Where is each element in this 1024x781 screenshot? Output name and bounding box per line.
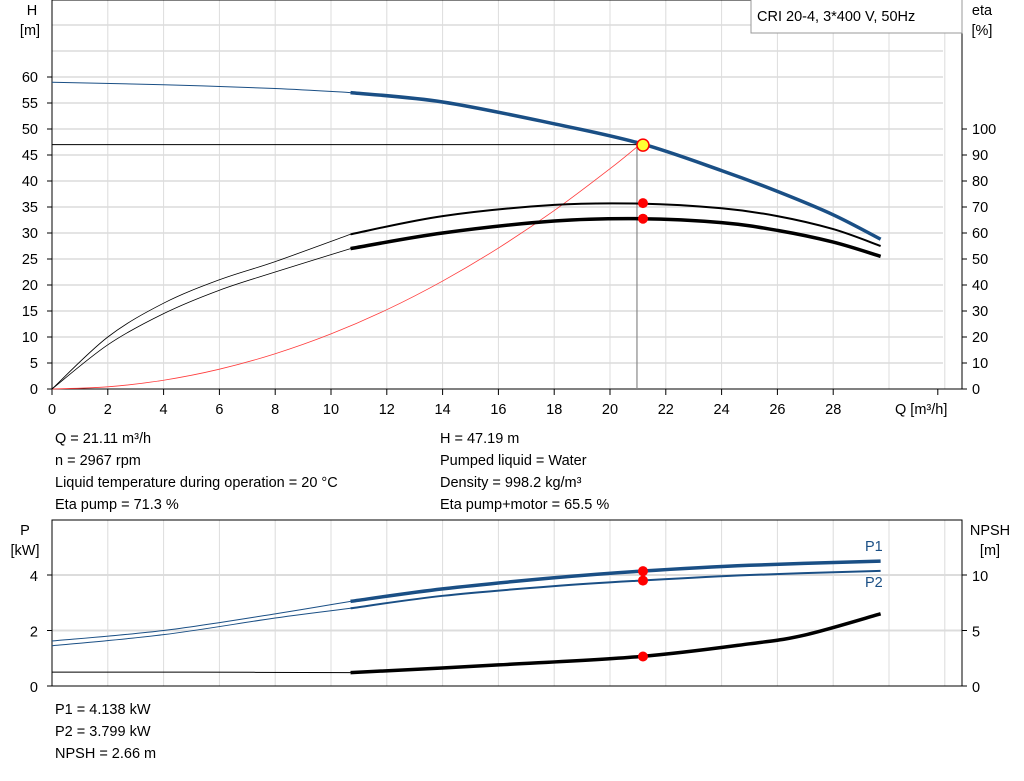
eta-total-curve-thin — [51, 248, 351, 390]
npsh-point — [637, 651, 648, 662]
x-tick-label: 10 — [323, 402, 339, 418]
head-curve-thin — [51, 81, 351, 94]
p1-point — [637, 566, 648, 577]
y-tick-label-left: 40 — [22, 174, 38, 190]
y-tick-label-left: 20 — [22, 278, 38, 294]
info-head: H = 47.19 m — [440, 431, 520, 447]
p1-series-label: P1 — [865, 539, 883, 555]
eta-total-point — [637, 213, 648, 224]
y-tick-label-right: 100 — [972, 122, 996, 138]
p2-point — [637, 575, 648, 586]
y-tick-label-left: 30 — [22, 226, 38, 242]
y-tick-label-right: 10 — [972, 356, 988, 372]
y-tick-label-right: 30 — [972, 304, 988, 320]
x-tick-label: 8 — [271, 402, 279, 418]
x-tick-label: 18 — [546, 402, 562, 418]
operating-point-marker — [636, 138, 650, 152]
y-axis-unit-left: [m] — [20, 23, 40, 39]
p2-curve — [350, 569, 881, 610]
y-tick-label-left: 2 — [30, 625, 38, 641]
y-tick-label-right: 40 — [972, 278, 988, 294]
p2-curve-thin — [51, 607, 351, 647]
info-eta-total: Eta pump+motor = 65.5 % — [440, 497, 610, 513]
plot-frame-bottom — [51, 519, 963, 687]
info-p1: P1 = 4.138 kW — [55, 702, 151, 718]
x-tick-label: 28 — [825, 402, 841, 418]
x-axis-label: Q [m³/h] — [895, 402, 947, 418]
info-liquid-temp: Liquid temperature during operation = 20… — [55, 475, 338, 491]
head-curve — [350, 90, 882, 241]
info-speed: n = 2967 rpm — [55, 453, 141, 469]
info-top-right: H = 47.19 m Pumped liquid = Water Densit… — [440, 428, 609, 516]
y-axis-unit-right: [m] — [980, 543, 1000, 559]
y-axis-unit-left: [kW] — [11, 543, 40, 559]
y-tick-label-left: 10 — [22, 330, 38, 346]
info-eta-pump: Eta pump = 71.3 % — [55, 497, 179, 513]
info-bottom: P1 = 4.138 kW P2 = 3.799 kW NPSH = 2.66 … — [55, 699, 156, 765]
y-axis-label-right: NPSH — [970, 523, 1010, 539]
y-tick-label-left: 50 — [22, 122, 38, 138]
info-density: Density = 998.2 kg/m³ — [440, 475, 582, 491]
y-tick-label-left: 60 — [22, 70, 38, 86]
x-tick-label: 2 — [104, 402, 112, 418]
p1-curve-thin — [51, 600, 351, 642]
npsh-curve-thin — [51, 671, 351, 674]
y-axis-unit-right: [%] — [972, 23, 993, 39]
y-axis-label-left: P — [20, 523, 30, 539]
x-tick-label: 0 — [48, 402, 56, 418]
plot-frame-top — [51, 0, 963, 390]
y-tick-label-right: 20 — [972, 330, 988, 346]
y-tick-label-right: 10 — [972, 569, 988, 585]
y-tick-label-left: 15 — [22, 304, 38, 320]
y-tick-label-left: 0 — [30, 382, 38, 398]
y-tick-label-right: 5 — [972, 625, 980, 641]
x-tick-label: 4 — [160, 402, 168, 418]
y-axis-label-right: eta — [972, 3, 993, 19]
y-tick-label-left: 45 — [22, 148, 38, 164]
x-tick-label: 12 — [379, 402, 395, 418]
y-tick-label-left: 35 — [22, 200, 38, 216]
y-tick-label-right: 90 — [972, 148, 988, 164]
x-tick-label: 14 — [435, 402, 451, 418]
x-tick-label: 26 — [769, 402, 785, 418]
y-tick-label-right: 80 — [972, 174, 988, 190]
y-tick-label-left: 25 — [22, 252, 38, 268]
y-tick-label-right: 70 — [972, 200, 988, 216]
y-tick-label-right: 60 — [972, 226, 988, 242]
y-tick-label-left: 55 — [22, 96, 38, 112]
x-tick-label: 20 — [602, 402, 618, 418]
x-tick-label: 22 — [658, 402, 674, 418]
eta-pump-curve-thin — [51, 233, 351, 390]
x-tick-label: 6 — [215, 402, 223, 418]
eta-pump-curve — [350, 202, 881, 247]
npsh-curve — [350, 612, 882, 675]
info-npsh: NPSH = 2.66 m — [55, 746, 157, 762]
info-pumped-liquid: Pumped liquid = Water — [440, 453, 587, 469]
eta-pump-point — [637, 198, 648, 209]
info-top-left: Q = 21.11 m³/h n = 2967 rpm Liquid tempe… — [55, 428, 338, 516]
p2-series-label: P2 — [865, 575, 883, 591]
legend-title: CRI 20-4, 3*400 V, 50Hz — [757, 9, 915, 25]
legend-box — [750, 0, 963, 34]
y-tick-label-left: 4 — [30, 569, 38, 585]
x-tick-label: 16 — [490, 402, 506, 418]
y-tick-label-right: 50 — [972, 252, 988, 268]
y-tick-label-right: 0 — [972, 382, 980, 398]
info-flow: Q = 21.11 m³/h — [55, 431, 152, 447]
y-tick-label-left: 5 — [30, 356, 38, 372]
info-p2: P2 = 3.799 kW — [55, 724, 151, 740]
p1-curve — [350, 559, 881, 604]
y-tick-label-right: 0 — [972, 680, 980, 696]
y-axis-label-left: H — [27, 3, 37, 19]
eta-total-curve — [350, 216, 882, 259]
y-tick-label-left: 0 — [30, 680, 38, 696]
x-tick-label: 24 — [714, 402, 730, 418]
